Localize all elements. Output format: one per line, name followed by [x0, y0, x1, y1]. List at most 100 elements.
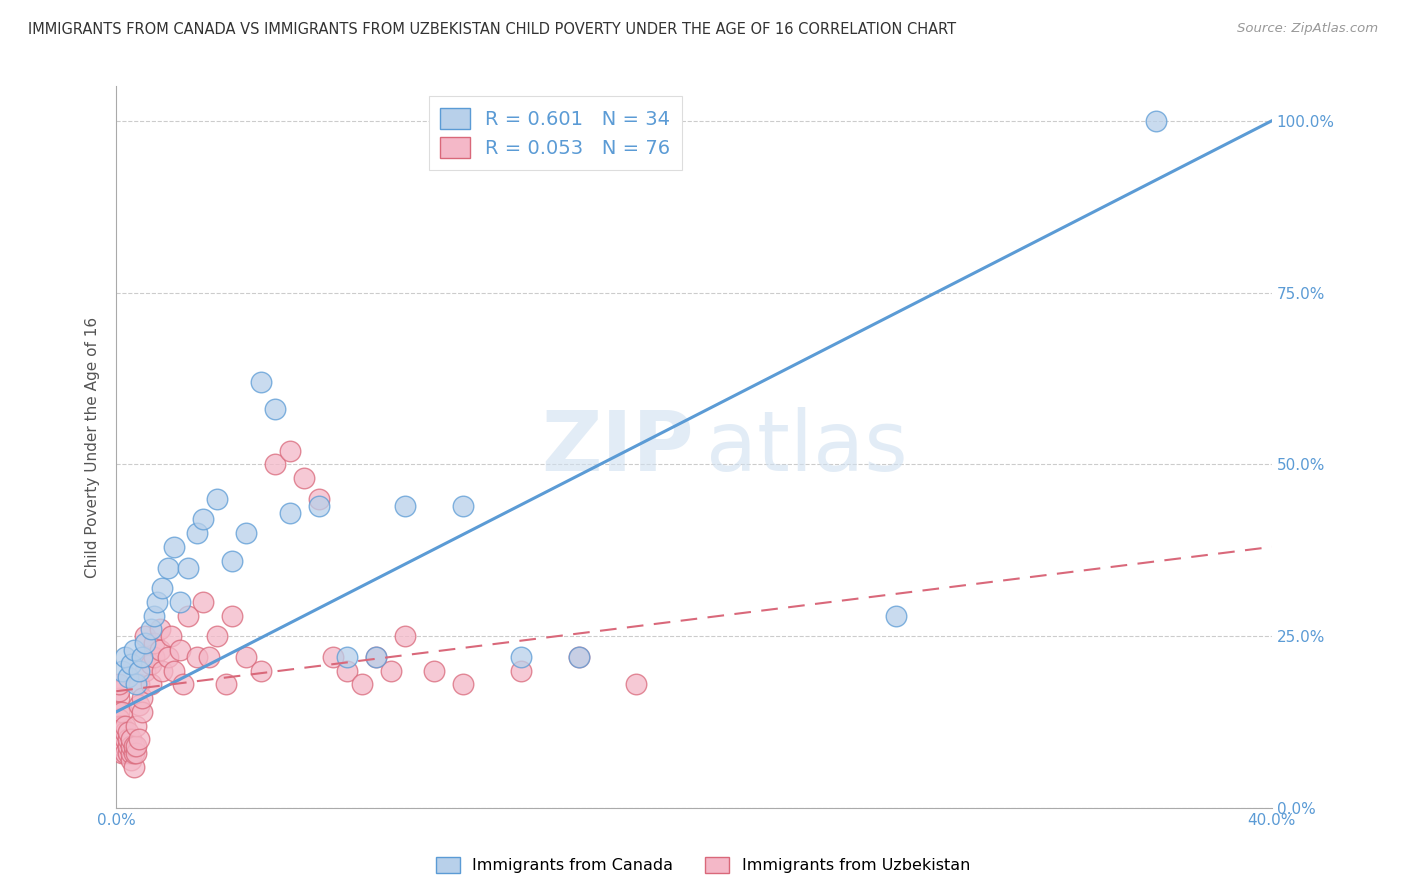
Point: [122, 739, 145, 754]
Point: [108, 718, 131, 732]
Point: [122, 643, 145, 657]
Point: [131, 705, 153, 719]
Point: [142, 636, 165, 650]
Point: [108, 684, 131, 698]
Point: [111, 705, 134, 719]
Point: [152, 664, 174, 678]
Point: [235, 649, 257, 664]
Point: [567, 649, 589, 664]
Point: [278, 443, 301, 458]
Point: [131, 649, 153, 664]
Point: [134, 636, 156, 650]
Point: [117, 732, 139, 747]
Point: [186, 526, 208, 541]
Point: [142, 649, 165, 664]
Text: IMMIGRANTS FROM CANADA VS IMMIGRANTS FROM UZBEKISTAN CHILD POVERTY UNDER THE AGE: IMMIGRANTS FROM CANADA VS IMMIGRANTS FRO…: [28, 22, 956, 37]
Point: [235, 526, 257, 541]
Point: [336, 664, 359, 678]
Point: [111, 732, 134, 747]
Point: [451, 677, 474, 691]
Point: [509, 649, 531, 664]
Point: [108, 732, 131, 747]
Legend: Immigrants from Canada, Immigrants from Uzbekistan: Immigrants from Canada, Immigrants from …: [429, 850, 977, 880]
Point: [134, 649, 156, 664]
Point: [134, 629, 156, 643]
Point: [308, 499, 330, 513]
Point: [111, 746, 134, 760]
Point: [169, 595, 191, 609]
Point: [120, 739, 142, 754]
Point: [264, 458, 287, 472]
Point: [191, 512, 214, 526]
Point: [117, 725, 139, 739]
Point: [128, 698, 150, 712]
Point: [108, 691, 131, 706]
Point: [380, 664, 402, 678]
Point: [114, 725, 136, 739]
Point: [120, 753, 142, 767]
Point: [108, 677, 131, 691]
Point: [215, 677, 238, 691]
Point: [120, 657, 142, 671]
Point: [423, 664, 446, 678]
Point: [128, 664, 150, 678]
Point: [509, 664, 531, 678]
Point: [122, 760, 145, 774]
Point: [172, 677, 194, 691]
Point: [152, 581, 174, 595]
Point: [322, 649, 344, 664]
Point: [308, 491, 330, 506]
Point: [350, 677, 373, 691]
Point: [197, 649, 219, 664]
Point: [114, 746, 136, 760]
Point: [366, 649, 388, 664]
Text: atlas: atlas: [706, 407, 907, 488]
Point: [264, 402, 287, 417]
Point: [278, 506, 301, 520]
Point: [336, 649, 359, 664]
Y-axis label: Child Poverty Under the Age of 16: Child Poverty Under the Age of 16: [86, 317, 100, 578]
Point: [177, 608, 200, 623]
Text: ZIP: ZIP: [541, 407, 695, 488]
Point: [163, 664, 186, 678]
Point: [163, 540, 186, 554]
Point: [567, 649, 589, 664]
Point: [117, 739, 139, 754]
Point: [108, 705, 131, 719]
Point: [394, 629, 416, 643]
Point: [149, 643, 172, 657]
Point: [249, 664, 271, 678]
Point: [1144, 113, 1167, 128]
Point: [134, 664, 156, 678]
Text: Source: ZipAtlas.com: Source: ZipAtlas.com: [1237, 22, 1378, 36]
Point: [160, 629, 183, 643]
Point: [177, 560, 200, 574]
Point: [117, 671, 139, 685]
Point: [125, 739, 148, 754]
Point: [149, 623, 172, 637]
Point: [111, 718, 134, 732]
Point: [120, 746, 142, 760]
Point: [114, 649, 136, 664]
Point: [249, 375, 271, 389]
Point: [108, 712, 131, 726]
Point: [128, 677, 150, 691]
Point: [221, 554, 243, 568]
Legend: R = 0.601   N = 34, R = 0.053   N = 76: R = 0.601 N = 34, R = 0.053 N = 76: [429, 96, 682, 169]
Point: [626, 677, 648, 691]
Point: [157, 560, 180, 574]
Point: [451, 499, 474, 513]
Point: [114, 732, 136, 747]
Point: [111, 739, 134, 754]
Point: [139, 677, 162, 691]
Point: [114, 718, 136, 732]
Point: [128, 732, 150, 747]
Point: [139, 623, 162, 637]
Point: [117, 746, 139, 760]
Point: [191, 595, 214, 609]
Point: [125, 677, 148, 691]
Point: [169, 643, 191, 657]
Point: [207, 629, 229, 643]
Point: [125, 746, 148, 760]
Point: [122, 746, 145, 760]
